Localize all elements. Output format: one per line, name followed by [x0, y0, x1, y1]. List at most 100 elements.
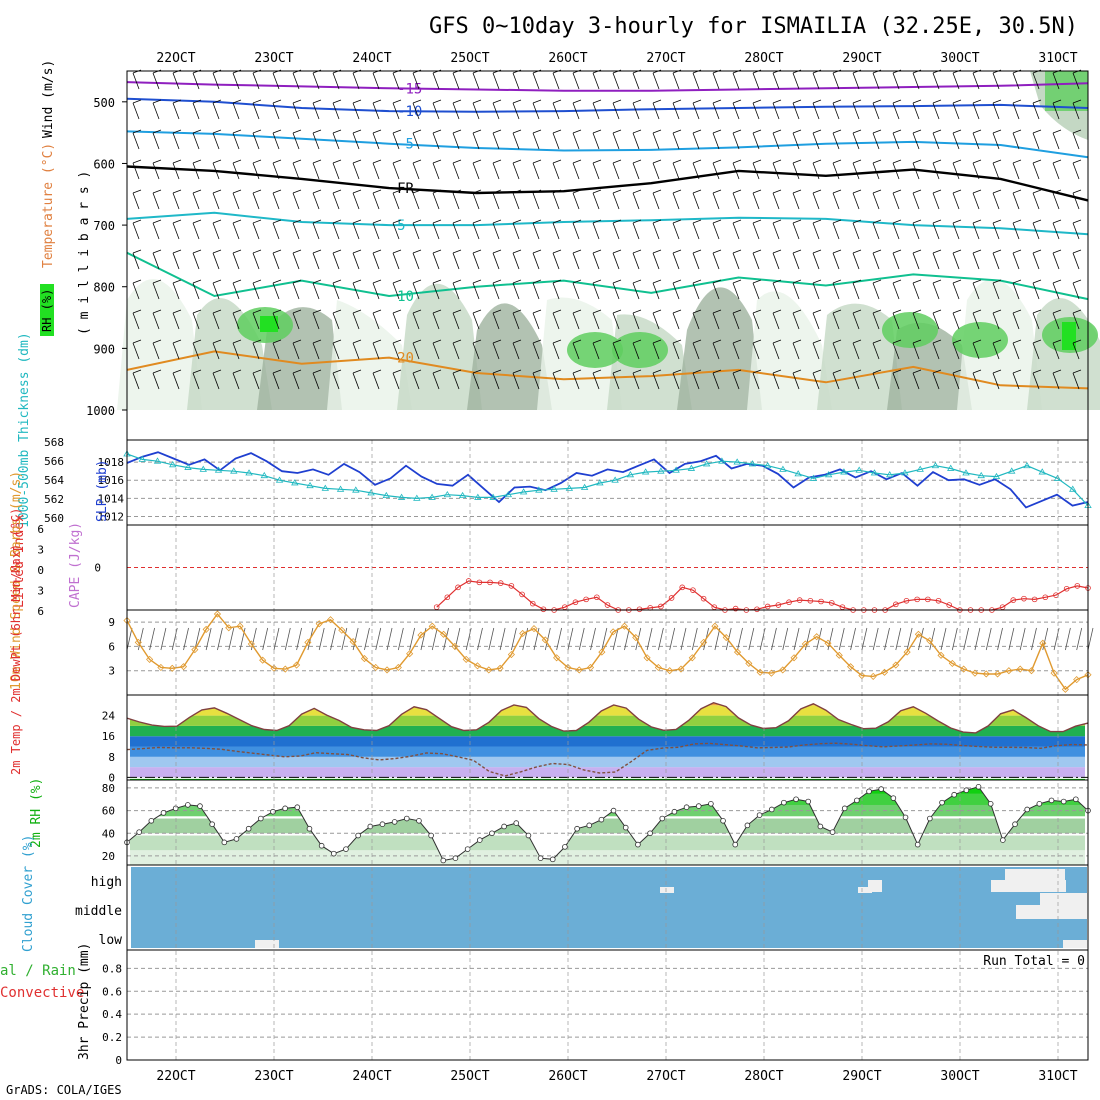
upper-wind-barb-flag	[412, 159, 422, 164]
upper-wind-barb	[572, 282, 580, 300]
upper-wind-barb	[452, 222, 460, 240]
upper-wind-barb	[492, 132, 500, 150]
upper-wind-barb	[352, 252, 360, 270]
upper-wind-barb-flag	[132, 249, 142, 254]
surface-wind-barb	[895, 627, 902, 651]
temp-color-band	[130, 746, 1085, 757]
upper-wind-barb-flag	[632, 369, 642, 374]
upper-wind-barb-flag	[932, 99, 942, 104]
upper-wind-barb-flag	[572, 249, 582, 254]
upper-wind-barb-flag	[592, 249, 602, 254]
upper-wind-barb	[252, 72, 260, 90]
upper-wind-barb-flag	[532, 249, 542, 254]
surface-wind-barb	[691, 627, 698, 651]
upper-y-tick-label: 1000	[86, 404, 115, 418]
upper-wind-barb-flag	[752, 129, 762, 134]
upper-wind-barb	[912, 282, 920, 300]
upper-wind-barb	[432, 162, 440, 180]
upper-wind-barb	[972, 102, 980, 120]
date-label-top: 31OCT	[1038, 51, 1077, 66]
rh-color-band	[130, 818, 1085, 834]
lifted-index-marker	[796, 597, 803, 603]
upper-wind-barb	[692, 72, 700, 90]
lifted-index-marker	[903, 597, 910, 604]
upper-wind-barb-flag	[892, 219, 902, 224]
upper-wind-barb	[812, 342, 820, 360]
upper-wind-barb-flag	[932, 309, 942, 314]
wind-speed-marker	[360, 655, 368, 663]
lifted-index-marker	[433, 604, 440, 610]
upper-wind-barb	[232, 252, 240, 270]
precip-ylabel: 3hr Precip (mm)	[77, 943, 92, 1060]
upper-wind-barb	[1032, 162, 1040, 180]
upper-wind-barb-flag	[452, 249, 462, 254]
upper-wind-barb-flag	[652, 129, 662, 134]
upper-wind-barb	[512, 72, 520, 90]
upper-wind-barb-flag	[532, 339, 542, 344]
rh-marker	[841, 805, 848, 812]
upper-wind-barb	[652, 312, 660, 330]
upper-wind-barb	[592, 312, 600, 330]
upper-wind-barb-flag	[672, 339, 682, 344]
upper-wind-barb-flag	[452, 279, 462, 284]
upper-wind-barb-flag	[292, 159, 302, 164]
upper-wind-barb-flag	[372, 369, 382, 374]
upper-wind-barb	[952, 162, 960, 180]
upper-wind-barb-flag	[652, 249, 662, 254]
rh-marker	[379, 821, 386, 827]
cloud-cover-cell	[255, 940, 279, 948]
surface-wind-barb	[737, 627, 743, 651]
thickness-marker	[824, 471, 833, 478]
upper-wind-barb-flag	[352, 129, 362, 134]
upper-wind-barb-flag	[652, 99, 662, 104]
lifted-index-tick-label: 6	[37, 523, 44, 536]
upper-wind-barb-flag	[332, 219, 342, 224]
wind-speed-marker	[790, 654, 798, 662]
rh-marker	[367, 823, 374, 830]
upper-wind-barb	[232, 72, 240, 90]
thickness-marker	[382, 491, 391, 499]
upper-wind-barb-flag	[992, 249, 1002, 254]
upper-wind-barb	[652, 132, 660, 150]
rh-marker	[428, 832, 434, 839]
upper-wind-barb-flag	[332, 129, 342, 134]
upper-wind-barb-flag	[512, 279, 522, 284]
upper-wind-barb	[912, 372, 920, 390]
thickness-marker	[977, 471, 985, 479]
temp-tick-label: 8	[108, 751, 115, 764]
upper-wind-barb	[172, 192, 180, 210]
upper-wind-barb	[652, 72, 660, 90]
upper-wind-barb-flag	[132, 99, 142, 104]
upper-wind-barb	[212, 192, 220, 210]
upper-wind-barb-flag	[912, 279, 922, 284]
upper-wind-barb-flag	[372, 249, 382, 254]
isotherm-label: 10	[397, 289, 414, 305]
surface-wind-barb	[657, 627, 664, 651]
upper-wind-barb-flag	[992, 339, 1002, 344]
upper-wind-barb-flag	[392, 249, 402, 254]
upper-wind-barb-flag	[952, 249, 962, 254]
upper-wind-barb-flag	[832, 159, 842, 164]
upper-wind-barb	[152, 102, 160, 120]
wind-speed-marker	[1061, 685, 1069, 693]
lifted-index-marker	[487, 579, 493, 586]
upper-wind-barb	[132, 132, 140, 150]
rh-marker	[622, 824, 629, 831]
upper-wind-barb-flag	[872, 339, 882, 344]
upper-wind-barb	[852, 102, 860, 120]
surface-wind-barb	[330, 627, 336, 651]
upper-wind-barb-flag	[832, 279, 842, 284]
surface-wind-barb	[861, 627, 868, 651]
upper-wind-barb	[392, 102, 400, 120]
slp-tick-label: 1012	[98, 510, 125, 523]
upper-wind-barb-flag	[192, 189, 202, 194]
upper-wind-barb	[472, 252, 480, 270]
upper-wind-barb	[192, 252, 200, 270]
upper-wind-barb	[492, 312, 500, 330]
surface-wind-barb	[499, 627, 506, 651]
upper-wind-barb	[972, 282, 980, 300]
upper-wind-barb	[892, 222, 900, 240]
cloud-tick-label: low	[99, 933, 123, 948]
upper-wind-barb-flag	[732, 99, 742, 104]
upper-wind-barb	[552, 102, 560, 120]
